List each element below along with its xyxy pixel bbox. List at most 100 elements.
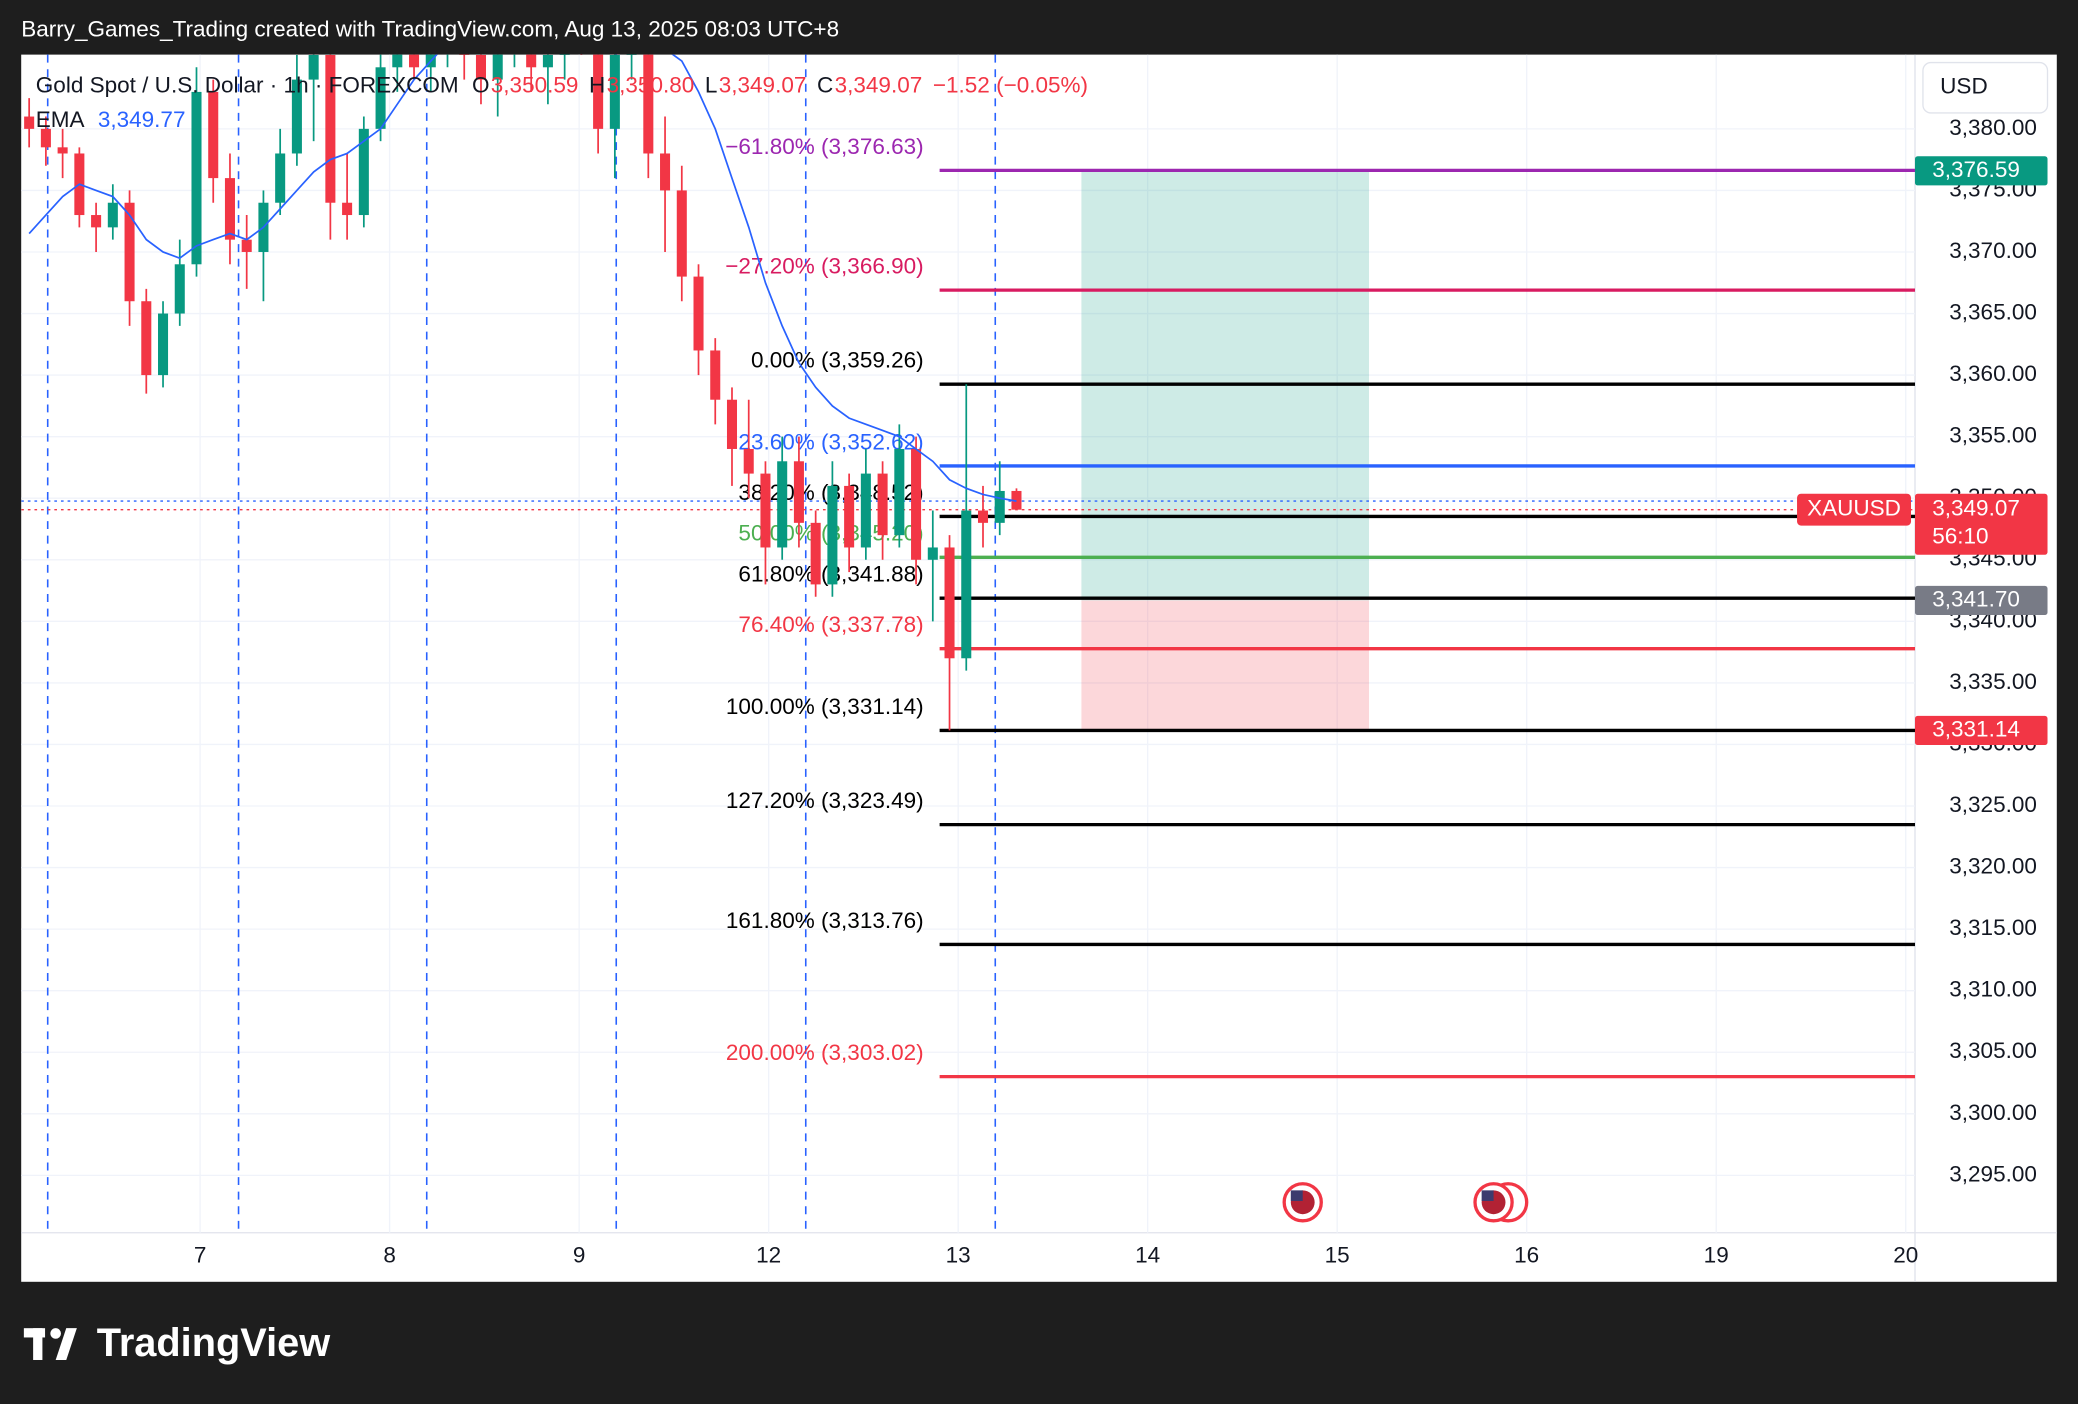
candle-body	[275, 153, 286, 203]
ohlc-value: 3,350.59	[491, 72, 579, 97]
candle-body	[994, 490, 1005, 523]
candle-body	[526, 54, 537, 68]
candle-body	[475, 54, 486, 80]
symbol-tag	[1797, 493, 1912, 526]
fib-label: 200.00% (3,303.02)	[726, 1040, 924, 1065]
logo-shape	[55, 1328, 77, 1360]
y-tick-label: 3,320.00	[1949, 854, 2037, 879]
candle-body	[810, 522, 821, 585]
tv-logo	[23, 1328, 77, 1360]
target-tag-label: 3,376.59	[1932, 157, 2020, 182]
y-tick-label: 3,300.00	[1949, 1100, 2037, 1125]
candle-body	[191, 91, 202, 265]
candle-body	[141, 301, 152, 376]
candle-body	[57, 147, 68, 154]
y-tick-label: 3,335.00	[1949, 669, 2037, 694]
axes: 3,380.003,375.003,370.003,365.003,360.00…	[194, 115, 2048, 1268]
tv-wordmark: TradingView	[97, 1321, 330, 1365]
ohlc-key: H	[589, 72, 605, 97]
flag	[1290, 1190, 1303, 1201]
chart-area	[21, 54, 2057, 1282]
candle-body	[710, 350, 721, 400]
candle-body	[793, 461, 804, 523]
x-tick-label: 19	[1704, 1243, 1729, 1268]
candle-body	[877, 473, 888, 536]
candle-body	[911, 448, 922, 560]
candle-body	[107, 202, 118, 228]
target-tag	[1914, 156, 2048, 186]
x-tick-label: 20	[1893, 1243, 1918, 1268]
candle-body	[827, 485, 838, 585]
fib-label: −27.20% (3,366.90)	[725, 254, 923, 279]
candle-body	[409, 54, 420, 68]
ema-name: EMA	[36, 107, 85, 132]
y-tick-label: 3,365.00	[1949, 299, 2037, 324]
candle-body	[24, 116, 35, 129]
x-tick-label: 7	[194, 1243, 207, 1268]
candle-body	[660, 153, 671, 191]
candle-body	[643, 54, 654, 154]
ohlc-value: 3,350.80	[607, 72, 695, 97]
candle-body	[593, 54, 604, 129]
candle-body	[676, 190, 687, 277]
candle-body	[693, 276, 704, 351]
candle-body	[358, 128, 369, 216]
x-tick-label: 13	[946, 1243, 971, 1268]
ohlc-key: O	[472, 72, 490, 97]
countdown: 56:10	[1932, 523, 1988, 548]
ohlc-key: L	[705, 72, 718, 97]
candle-body	[860, 473, 871, 548]
candle-body	[542, 54, 553, 68]
ohlc-value: 3,349.07	[719, 72, 807, 97]
candle-body	[241, 239, 252, 252]
candle-body	[124, 202, 135, 302]
logo-shape	[50, 1328, 61, 1339]
stop-tag	[1914, 715, 2048, 746]
x-tick-label: 16	[1514, 1243, 1539, 1268]
candle-body	[760, 473, 771, 548]
entry-tag-label: 3,341.70	[1932, 586, 2020, 611]
y-tick-label: 3,310.00	[1949, 977, 2037, 1002]
legend: Gold Spot / U.S. Dollar · 1h · FOREXCOM O…	[36, 72, 1088, 131]
candle-body	[844, 485, 855, 548]
stop-tag-label: 3,331.14	[1932, 716, 2020, 741]
candle-body	[91, 215, 102, 228]
change: −1.52 (−0.05%)	[933, 72, 1088, 97]
candle-body	[626, 54, 637, 55]
x-tick-label: 14	[1135, 1243, 1160, 1268]
candle-body	[308, 54, 319, 80]
ema-line	[28, 54, 1017, 502]
candle-body	[726, 399, 738, 449]
candle-body	[777, 461, 788, 548]
currency-button[interactable]	[1922, 61, 2049, 114]
candle-body	[492, 54, 503, 80]
last-price-tag	[1914, 493, 2048, 555]
ema-value: 3,349.77	[98, 107, 186, 132]
fib-label: 76.40% (3,337.78)	[738, 612, 923, 637]
ohlc-value: 3,349.07	[835, 72, 923, 97]
flag	[1481, 1190, 1494, 1201]
y-tick-label: 3,380.00	[1949, 115, 2037, 140]
fib-label: −61.80% (3,376.63)	[725, 134, 923, 159]
candle-body	[961, 510, 972, 659]
fib-label: 0.00% (3,359.26)	[751, 348, 924, 373]
candle-body	[342, 202, 353, 216]
position-zones	[1081, 170, 1369, 731]
candle-body	[291, 79, 302, 154]
candle-body	[208, 91, 219, 179]
ohlc-key: C	[817, 72, 833, 97]
candle-body	[224, 178, 235, 240]
y-tick-label: 3,295.00	[1949, 1161, 2037, 1186]
y-tick-label: 3,370.00	[1949, 238, 2037, 263]
symbol-title: Gold Spot / U.S. Dollar · 1h · FOREXCOM	[36, 72, 459, 97]
candle-body	[459, 54, 470, 55]
fib-label: 161.80% (3,313.76)	[726, 908, 924, 933]
candle-body	[894, 448, 905, 536]
candle-body	[743, 448, 754, 474]
candle-body	[174, 264, 185, 314]
x-tick-label: 15	[1325, 1243, 1350, 1268]
candle-body	[392, 54, 403, 68]
y-tick-label: 3,360.00	[1949, 361, 2037, 386]
stop-zone	[1081, 600, 1369, 731]
